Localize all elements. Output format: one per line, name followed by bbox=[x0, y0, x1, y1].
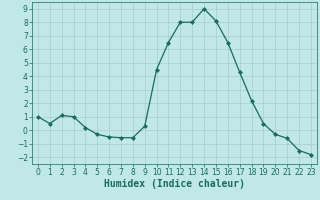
X-axis label: Humidex (Indice chaleur): Humidex (Indice chaleur) bbox=[104, 179, 245, 189]
